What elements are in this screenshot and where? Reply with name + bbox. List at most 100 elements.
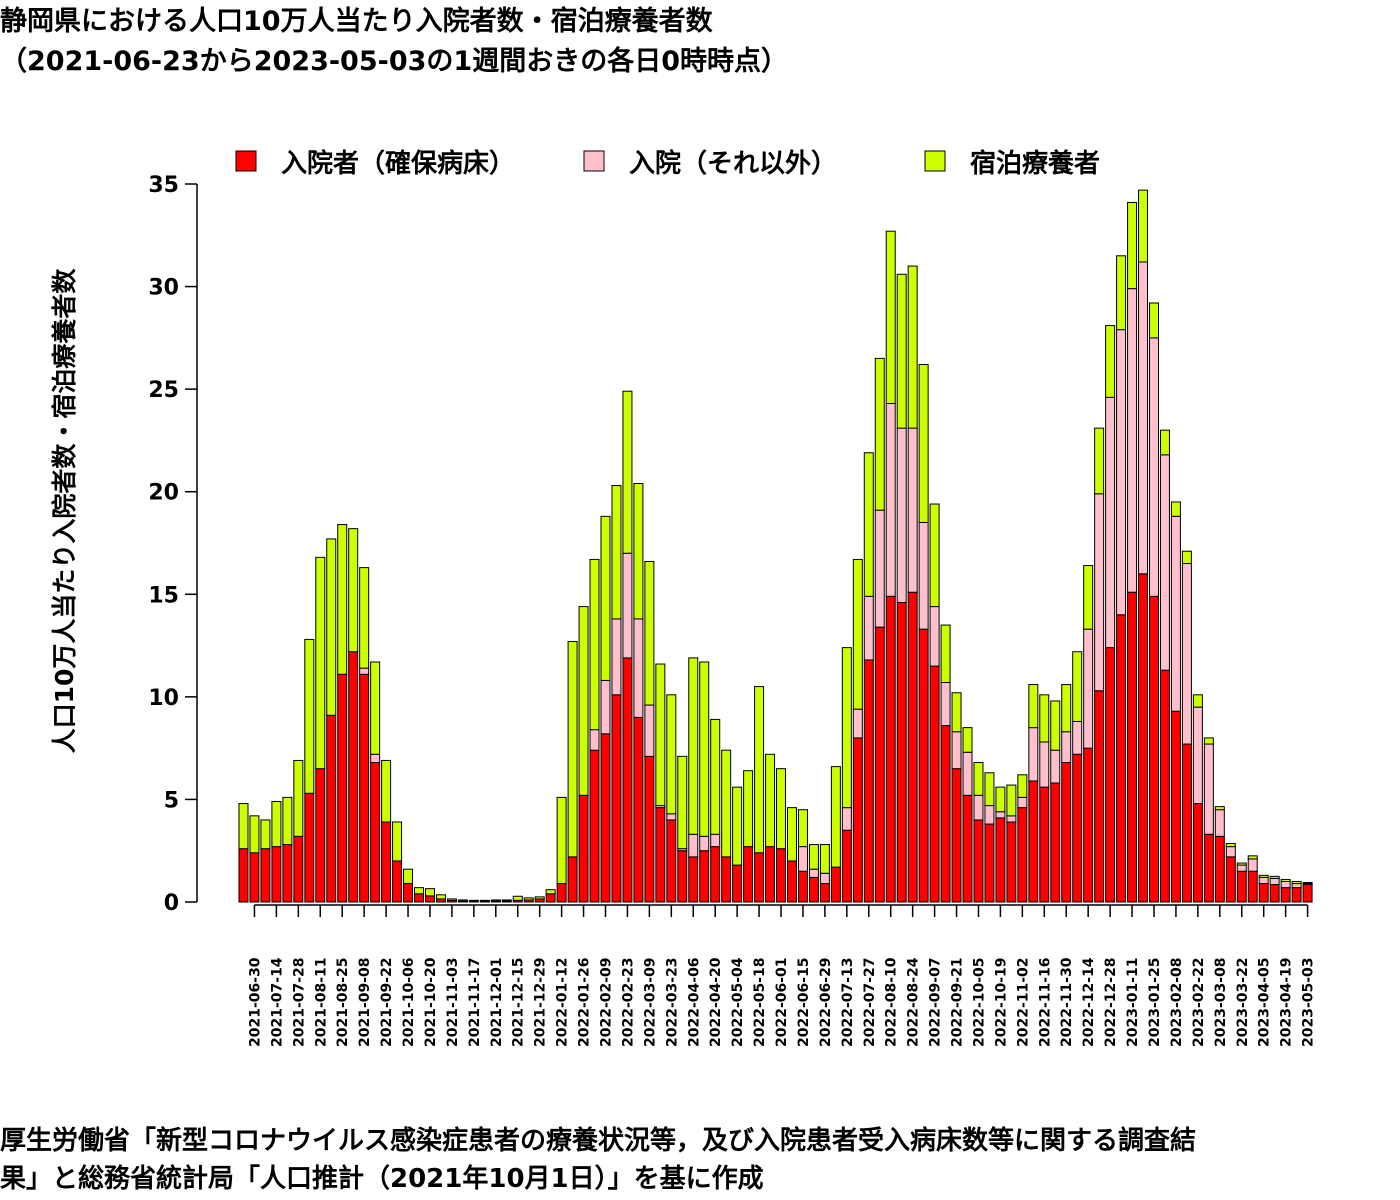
x-tick-label: 2021-09-08 [357, 957, 373, 1047]
bar-segment-1 [863, 659, 874, 903]
bar-segment-3 [655, 663, 666, 807]
x-tick-label: 2023-03-22 [1235, 957, 1251, 1047]
x-tick-label: 2023-03-08 [1213, 957, 1229, 1047]
bar-segment-2 [973, 794, 984, 821]
x-tick-label: 2022-09-21 [950, 957, 966, 1047]
bar-segment-3 [1127, 201, 1138, 290]
legend-item-2: 入院（それ以外） [583, 148, 837, 179]
bar-segment-1 [633, 716, 644, 903]
bar-segment-1 [424, 895, 435, 903]
bar-segment-1 [1280, 887, 1291, 903]
bar-segment-1 [556, 883, 567, 903]
bar-segment-2 [1258, 876, 1269, 885]
bar-segment-3 [1170, 501, 1181, 517]
x-tick-label: 2022-12-28 [1103, 957, 1119, 1047]
bar-segment-2 [1105, 396, 1116, 649]
x-tick-label: 2022-06-15 [796, 957, 812, 1047]
bar-segment-3 [841, 647, 852, 809]
bar-segment-3 [1159, 429, 1170, 456]
bar-segment-1 [326, 714, 337, 903]
bar-segment-1 [260, 848, 271, 903]
source-note-line1: 厚生労働省「新型コロナウイルス感染症患者の療養状況等，及び入院患者受入病床数等に… [0, 1126, 1197, 1156]
bar-segment-1 [1236, 870, 1247, 903]
bar-segment-2 [622, 552, 633, 659]
legend: 入院者（確保病床） 入院（それ以外） 宿泊療養者 [235, 148, 1100, 179]
bar-segment-3 [1149, 302, 1159, 339]
bar-segment-1 [929, 665, 940, 903]
bar-segment-1 [797, 870, 808, 903]
bar-segment-3 [1105, 325, 1116, 398]
bar-segment-2 [819, 872, 830, 885]
bar-segment-1 [699, 850, 710, 903]
bar-segment-2 [1050, 749, 1061, 784]
bar-segment-3 [1061, 684, 1072, 733]
x-tick-label: 2023-01-25 [1147, 957, 1163, 1047]
bar-segment-3 [1072, 651, 1083, 722]
bar-segment-2 [1028, 727, 1039, 782]
bar-segment-3 [940, 624, 951, 683]
bar-segment-1 [611, 694, 622, 903]
bar-segment-2 [633, 618, 644, 718]
bar-segment-2 [688, 833, 699, 858]
bar-segment-2 [1192, 706, 1203, 805]
bar-segment-1 [995, 817, 1006, 903]
x-tick-label: 2022-05-18 [752, 957, 768, 1047]
bar-segment-3 [359, 567, 370, 669]
bar-segment-2 [1214, 809, 1225, 837]
x-tick-label: 2022-04-20 [708, 957, 724, 1047]
bar-segment-1 [754, 852, 765, 903]
bar-segment-3 [622, 390, 633, 554]
bar-segment-2 [1017, 796, 1028, 809]
legend-label: 入院者（確保病床） [281, 148, 515, 179]
bar-segment-3 [534, 896, 545, 900]
bar-segment-2 [995, 811, 1006, 819]
bar-segment-1 [1116, 614, 1127, 903]
bar-segment-2 [940, 682, 951, 727]
bar-segment-1 [655, 807, 666, 903]
bar-segment-3 [611, 485, 622, 620]
bar-segment-3 [304, 638, 315, 794]
bar-segment-1 [907, 591, 918, 903]
bar-segment-2 [1006, 815, 1017, 823]
y-tick-label: 5 [164, 788, 179, 813]
bar-segment-3 [995, 786, 1006, 813]
bar-segment-1 [1138, 573, 1149, 903]
bar-segment-3 [754, 686, 765, 854]
bar-segment-1 [786, 860, 797, 903]
bar-segment-3 [1083, 565, 1094, 630]
bar-segment-1 [1039, 786, 1050, 903]
bars [238, 189, 1313, 903]
bar-segment-3 [1138, 189, 1149, 263]
bar-segment-2 [1116, 329, 1127, 616]
bar-segment-3 [600, 515, 611, 681]
bar-segment-1 [688, 856, 699, 903]
bar-segment-1 [951, 768, 962, 903]
bar-segment-3 [721, 749, 732, 858]
x-tick-label: 2021-12-15 [511, 957, 527, 1047]
y-axis: 0 5 10 15 20 25 30 35 [148, 173, 198, 916]
bar-segment-3 [688, 657, 699, 835]
bar-segment-1 [1214, 835, 1225, 903]
bar-segment-3 [1017, 774, 1028, 798]
x-tick-label: 2022-05-04 [730, 957, 746, 1047]
x-tick-label: 2021-10-20 [423, 957, 439, 1047]
bar-segment-1 [1225, 856, 1236, 903]
bar-segment-3 [414, 887, 424, 895]
bar-segment-1 [743, 846, 754, 903]
bar-segment-2 [951, 731, 962, 770]
bar-segment-3 [589, 558, 600, 731]
bar-segment-2 [1181, 563, 1192, 745]
bar-segment-3 [1291, 880, 1302, 885]
source-note-line2: 果」と総務省統計局「人口推計（2021年10月1日）」を基に作成 [0, 1164, 764, 1194]
bar-segment-1 [315, 768, 326, 903]
x-tick-label: 2021-10-06 [401, 957, 417, 1047]
bar-segment-3 [1203, 737, 1214, 745]
bar-segment-1 [282, 844, 293, 903]
bar-segment-1 [1105, 647, 1116, 903]
bar-segment-3 [808, 844, 819, 870]
bar-segment-1 [337, 673, 348, 903]
bar-segment-1 [1061, 762, 1072, 903]
chart-title-line1: 静岡県における人口10万人当たり入院者数・宿泊療養者数 [0, 6, 713, 37]
bar-segment-1 [1247, 870, 1258, 903]
bar-segment-3 [896, 273, 907, 429]
